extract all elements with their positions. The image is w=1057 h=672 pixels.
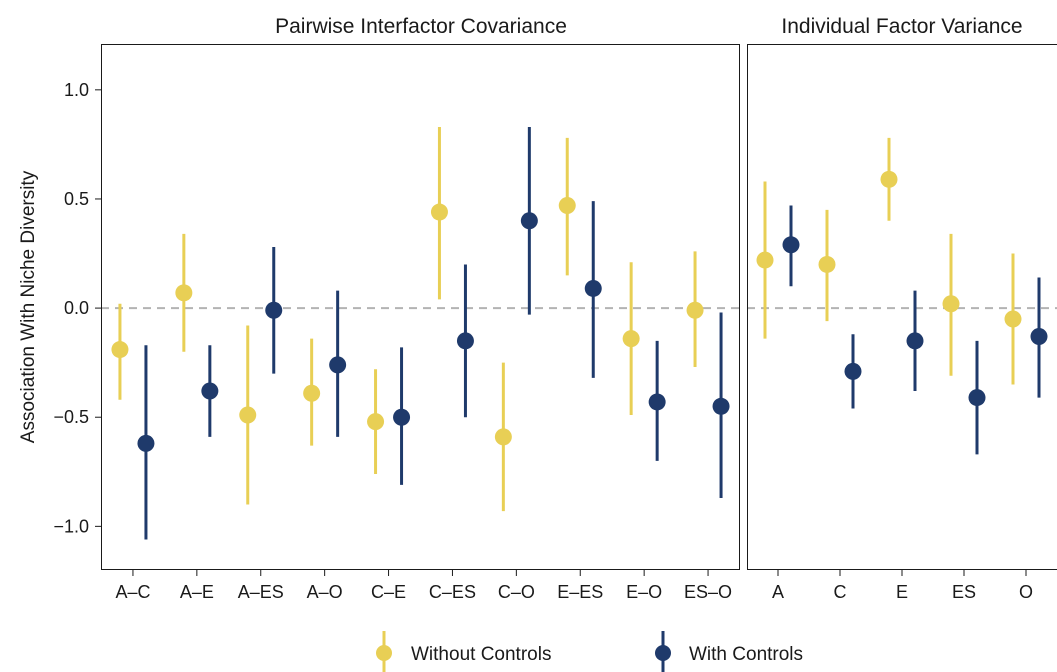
point-with-p1-0	[782, 236, 800, 254]
point-with-p1-3	[968, 389, 986, 407]
point-with-p0-3	[329, 356, 347, 374]
x-tick-label-p1-4: O	[1019, 582, 1033, 602]
y-axis-title: Association With Niche Diversity	[18, 170, 39, 443]
point-with-p1-2	[906, 332, 924, 350]
x-tick-label-p0-0: A–C	[115, 582, 150, 602]
point-without-p0-5	[430, 203, 448, 221]
panel-title-pairwise: Pairwise Interfactor Covariance	[275, 15, 567, 38]
point-with-p0-6	[520, 212, 538, 230]
point-without-p0-3	[303, 384, 321, 402]
x-tick-label-p0-4: C–E	[371, 582, 406, 602]
point-with-p0-5	[456, 332, 474, 350]
x-tick-label-p0-3: A–O	[307, 582, 343, 602]
x-tick-label-p1-2: E	[896, 582, 908, 602]
x-tick-label-p0-2: A–ES	[238, 582, 284, 602]
point-with-p0-9	[712, 397, 730, 415]
point-with-p0-4	[393, 408, 411, 426]
point-without-p1-1	[818, 255, 836, 273]
legend-label-without-controls: Without Controls	[411, 644, 551, 665]
chart-marks	[111, 126, 1048, 540]
legend-item-with-controls: With Controls	[655, 631, 803, 672]
point-without-p1-0	[756, 251, 774, 269]
x-tick-label-p0-5: C–ES	[429, 582, 476, 602]
y-tick-label-2: 0.0	[64, 298, 89, 318]
panel-frames	[101, 44, 1057, 570]
x-tick-label-p0-8: E–O	[626, 582, 662, 602]
legend-swatch-dot-without	[376, 645, 392, 661]
point-without-p0-1	[175, 284, 193, 302]
x-tick-label-p0-9: ES–O	[684, 582, 732, 602]
y-tick-label-3: −0.5	[53, 407, 89, 427]
legend-item-without-controls: Without Controls	[376, 631, 551, 672]
point-with-p0-7	[584, 279, 602, 297]
panel-frame-0	[101, 44, 740, 570]
panel-title-individual: Individual Factor Variance	[781, 15, 1022, 38]
legend-label-with-controls: With Controls	[689, 644, 803, 665]
point-with-p1-4	[1030, 327, 1048, 345]
legend: Without Controls With Controls	[376, 631, 803, 672]
point-with-p0-2	[265, 301, 283, 319]
point-without-p0-8	[622, 330, 640, 348]
y-tick-label-4: −1.0	[53, 516, 89, 536]
point-with-p1-1	[844, 362, 862, 380]
y-tick-label-1: 0.5	[64, 189, 89, 209]
point-without-p0-7	[558, 197, 576, 215]
x-tick-label-p0-7: E–ES	[557, 582, 603, 602]
x-tick-label-p1-3: ES	[952, 582, 976, 602]
point-without-p1-3	[942, 295, 960, 313]
point-without-p1-4	[1004, 310, 1022, 328]
point-with-p0-8	[648, 393, 666, 411]
point-with-p0-1	[201, 382, 219, 400]
y-tick-label-0: 1.0	[64, 80, 89, 100]
point-without-p0-6	[494, 428, 512, 446]
y-axis: 1.0 0.5 0.0 −0.5 −1.0	[53, 80, 101, 536]
legend-swatch-dot-with	[655, 645, 671, 661]
x-tick-label-p1-1: C	[834, 582, 847, 602]
point-without-p0-0	[111, 341, 129, 359]
point-without-p1-2	[880, 170, 898, 188]
point-without-p0-9	[686, 301, 704, 319]
point-without-p0-2	[239, 406, 257, 424]
panel-frame-1	[747, 44, 1057, 570]
point-without-p0-4	[367, 413, 385, 431]
x-tick-label-p1-0: A	[772, 582, 784, 602]
x-tick-label-p0-1: A–E	[180, 582, 214, 602]
x-axes: A–C A–E A–ES A–O C–E C–ES C–O E–ES E–O ES–O A C E ES O	[115, 570, 1033, 602]
point-with-p0-0	[137, 434, 155, 452]
x-tick-label-p0-6: C–O	[498, 582, 535, 602]
